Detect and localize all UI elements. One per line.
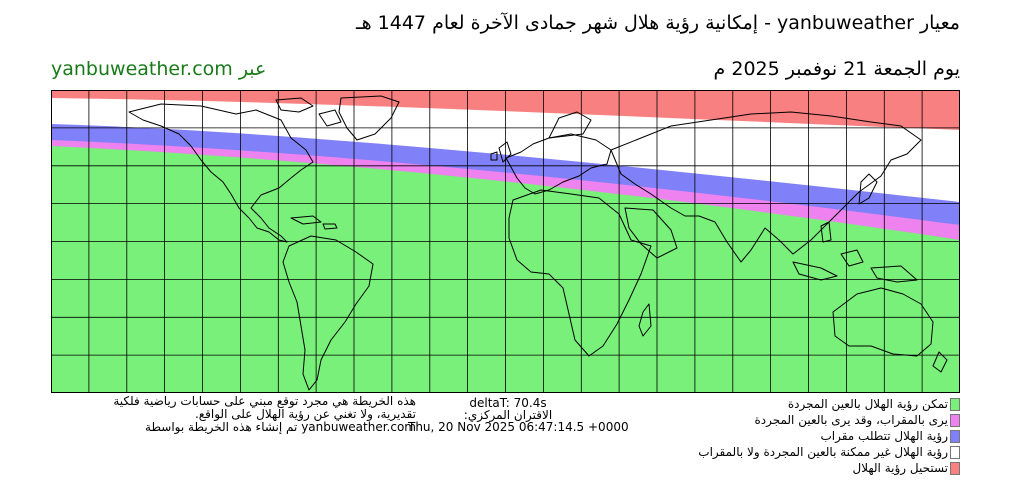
- visibility-map: [51, 90, 960, 393]
- legend-swatch: [950, 413, 960, 427]
- disclaimer-line: yanbuweather.com تم إنشاء هذه الخريطة بو…: [145, 420, 416, 434]
- astro-stats: deltaT: 70.4s الاقتران المركزي: Thu, 20 …: [408, 396, 629, 434]
- legend-swatch: [950, 461, 960, 475]
- map-grid: [51, 90, 960, 393]
- map-title: معيار yanbuweather - إمكانية رؤية هلال ش…: [356, 12, 960, 34]
- legend-item: رؤية الهلال تتطلب مقراب: [630, 428, 960, 444]
- legend-item: تستحيل رؤية الهلال: [630, 460, 960, 476]
- delta-t: deltaT: 70.4s: [469, 396, 547, 410]
- disclaimer-line: هذه الخريطة هي مجرد توقع مبني على حسابات…: [113, 394, 416, 408]
- map-date: يوم الجمعة 21 نوفمبر 2025 م: [713, 58, 960, 80]
- coastlines: [128, 95, 948, 391]
- legend-swatch: [950, 445, 960, 459]
- legend-label: رؤية الهلال غير ممكنة بالعين المجردة ولا…: [698, 445, 948, 459]
- conjunction-label: الاقتران المركزي:: [463, 408, 553, 422]
- legend-swatch: [950, 429, 960, 443]
- legend-label: رؤية الهلال تتطلب مقراب: [820, 429, 948, 443]
- source-credit: عبر yanbuweather.com: [51, 58, 267, 80]
- legend-swatch: [950, 397, 960, 411]
- disclaimer: هذه الخريطة هي مجرد توقع مبني على حسابات…: [51, 395, 416, 434]
- legend: تمكن رؤية الهلال بالعين المجردة يرى بالم…: [630, 396, 960, 476]
- legend-label: تمكن رؤية الهلال بالعين المجردة: [787, 397, 948, 411]
- conjunction-time: Thu, 20 Nov 2025 06:47:14.5 +0000: [408, 420, 629, 434]
- legend-item: يرى بالمقراب، وقد يرى بالعين المجردة: [630, 412, 960, 428]
- legend-label: يرى بالمقراب، وقد يرى بالعين المجردة: [754, 413, 948, 427]
- legend-label: تستحيل رؤية الهلال: [852, 461, 948, 475]
- legend-item: تمكن رؤية الهلال بالعين المجردة: [630, 396, 960, 412]
- disclaimer-line: تقديرية، ولا تغني عن رؤية الهلال على الو…: [194, 407, 416, 421]
- legend-item: رؤية الهلال غير ممكنة بالعين المجردة ولا…: [630, 444, 960, 460]
